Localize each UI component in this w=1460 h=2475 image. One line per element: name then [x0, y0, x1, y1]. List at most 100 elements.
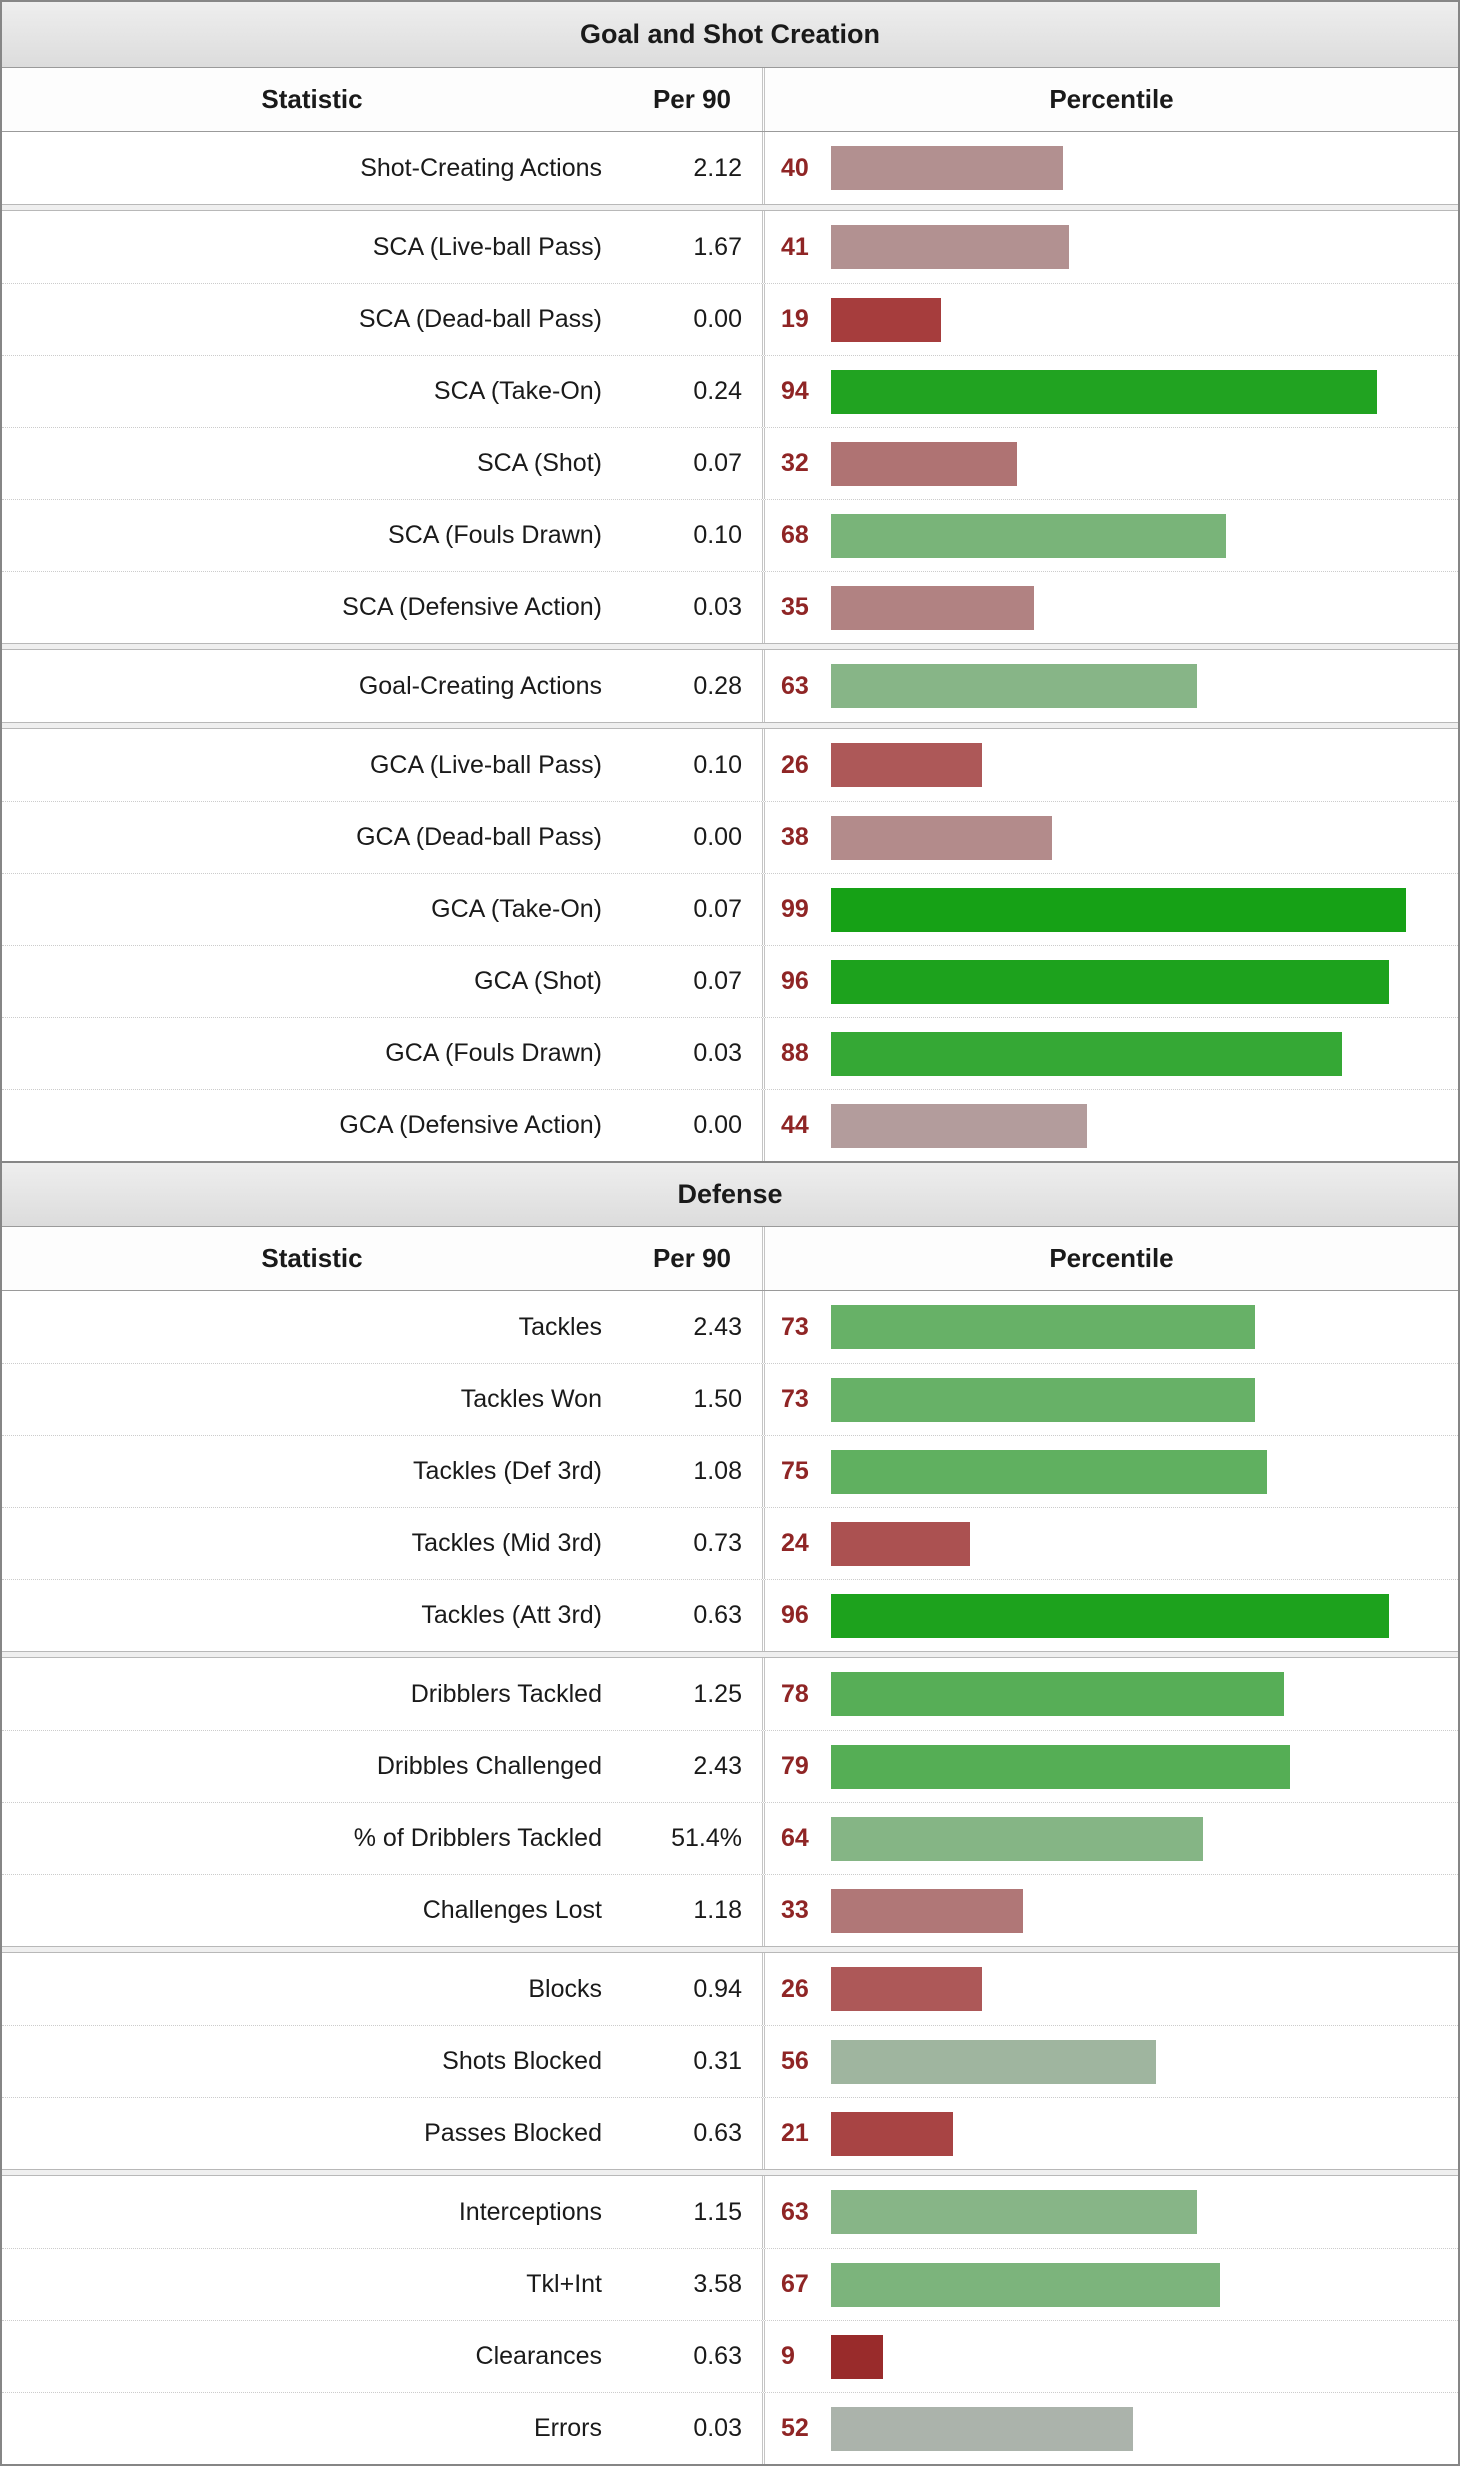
percentile-value: 64 [781, 1824, 809, 1852]
per90-value: 0.00 [693, 823, 742, 851]
table-row: Errors 0.03 52 [2, 2392, 1458, 2464]
stat-label: % of Dribblers Tackled [353, 1824, 602, 1852]
percentile-bar-track [831, 1744, 1412, 1789]
percentile-value: 26 [781, 750, 809, 779]
percentile-bar-track [831, 743, 1412, 787]
per90-value: 2.12 [693, 153, 742, 182]
percentile-bar-track [831, 2262, 1412, 2307]
percentile-value: 99 [781, 895, 809, 923]
per90-value: 0.31 [693, 2047, 742, 2075]
table-row: GCA (Dead-ball Pass) 0.00 38 [2, 801, 1458, 873]
percentile-bar-track [831, 1888, 1412, 1933]
per90-value: 1.08 [693, 1457, 742, 1485]
section-defense: Defense Statistic Per 90 Percentile Tack… [2, 1161, 1458, 2464]
percentile-value: 88 [781, 1039, 809, 1067]
percentile-bar-fill [831, 1521, 971, 1566]
percentile-value: 26 [781, 1974, 809, 2003]
percentile-bar-track [831, 585, 1412, 630]
percentile-bar-fill [831, 887, 1407, 932]
group-separator [2, 1651, 1458, 1658]
table-header: Statistic Per 90 Percentile [2, 68, 1458, 132]
table-row: % of Dribblers Tackled 51.4% 64 [2, 1802, 1458, 1874]
per90-value: 2.43 [693, 1312, 742, 1341]
percentile-value: 63 [781, 671, 809, 700]
percentile-bar-fill [831, 1449, 1267, 1494]
percentile-value: 96 [781, 1601, 809, 1629]
percentile-bar-fill [831, 664, 1198, 708]
stat-label: Clearances [475, 2342, 602, 2370]
percentile-value: 9 [781, 2342, 795, 2370]
stat-label: GCA (Fouls Drawn) [385, 1039, 602, 1067]
per90-value: 0.63 [693, 2342, 742, 2370]
table-row: Dribbles Challenged 2.43 79 [2, 1730, 1458, 1802]
stat-label: GCA (Live-ball Pass) [369, 750, 602, 779]
percentile-bar-track [831, 1449, 1412, 1494]
table-row: SCA (Live-ball Pass) 1.67 41 [2, 211, 1458, 283]
percentile-bar-fill [831, 225, 1070, 269]
percentile-value: 38 [781, 823, 809, 851]
per90-value: 0.73 [693, 1529, 742, 1557]
stat-label: SCA (Fouls Drawn) [388, 521, 602, 549]
percentile-value: 24 [781, 1529, 809, 1557]
stat-label: SCA (Live-ball Pass) [372, 232, 602, 261]
percentile-bar-fill [831, 815, 1052, 860]
percentile-bar-fill [831, 2039, 1157, 2084]
percentile-bar-fill [831, 297, 942, 342]
per90-value: 1.25 [693, 1679, 742, 1708]
table-row: Shots Blocked 0.31 56 [2, 2025, 1458, 2097]
table-body: Tackles 2.43 73 Tackles Won 1.50 73 Tack… [2, 1291, 1458, 2464]
stat-label: Errors [533, 2414, 602, 2442]
table-row: Tackles (Mid 3rd) 0.73 24 [2, 1507, 1458, 1579]
table-row: SCA (Defensive Action) 0.03 35 [2, 571, 1458, 643]
stat-label: Shot-Creating Actions [360, 153, 602, 182]
per90-value: 3.58 [693, 2270, 742, 2298]
percentile-bar-track [831, 1103, 1412, 1148]
table-row: GCA (Fouls Drawn) 0.03 88 [2, 1017, 1458, 1089]
group-separator [2, 204, 1458, 211]
percentile-bar-track [831, 1967, 1412, 2011]
stat-label: Interceptions [458, 2197, 602, 2226]
percentile-bar-track [831, 2334, 1412, 2379]
table-row: Dribblers Tackled 1.25 78 [2, 1658, 1458, 1730]
per90-value: 0.10 [693, 750, 742, 779]
group-separator [2, 722, 1458, 729]
per90-value: 0.07 [693, 449, 742, 477]
column-header-statistic: Statistic [261, 1243, 363, 1273]
stat-label: Dribblers Tackled [410, 1679, 602, 1708]
percentile-bar-track [831, 513, 1412, 558]
table-row: GCA (Take-On) 0.07 99 [2, 873, 1458, 945]
percentile-bar-fill [831, 1744, 1290, 1789]
percentile-bar-fill [831, 2334, 884, 2379]
per90-value: 0.00 [693, 305, 742, 333]
stat-label: SCA (Dead-ball Pass) [358, 305, 602, 333]
percentile-value: 44 [781, 1111, 809, 1139]
stat-label: Shots Blocked [442, 2047, 602, 2075]
table-row: GCA (Live-ball Pass) 0.10 26 [2, 729, 1458, 801]
column-header-percentile: Percentile [762, 68, 1458, 131]
percentile-bar-track [831, 2039, 1412, 2084]
per90-value: 1.18 [693, 1896, 742, 1924]
table-row: Tkl+Int 3.58 67 [2, 2248, 1458, 2320]
section-title: Defense [2, 1161, 1458, 1227]
per90-value: 0.00 [693, 1111, 742, 1139]
percentile-bar-fill [831, 1103, 1087, 1148]
group-separator [2, 643, 1458, 650]
percentile-bar-track [831, 2111, 1412, 2156]
stat-label: SCA (Defensive Action) [342, 593, 602, 621]
table-body: Shot-Creating Actions 2.12 40 SCA (Live-… [2, 132, 1458, 1161]
percentile-value: 73 [781, 1312, 809, 1341]
stat-label: GCA (Defensive Action) [339, 1111, 602, 1139]
table-row: Challenges Lost 1.18 33 [2, 1874, 1458, 1946]
per90-value: 0.07 [693, 967, 742, 995]
percentile-value: 21 [781, 2119, 809, 2147]
per90-value: 0.94 [693, 1974, 742, 2003]
per90-value: 0.10 [693, 521, 742, 549]
percentile-value: 33 [781, 1896, 809, 1924]
stat-label: Blocks [528, 1974, 602, 2003]
percentile-bar-fill [831, 1377, 1256, 1422]
percentile-bar-track [831, 1521, 1412, 1566]
percentile-bar-fill [831, 959, 1389, 1004]
table-row: Blocks 0.94 26 [2, 1953, 1458, 2025]
stat-label: Tackles (Att 3rd) [421, 1601, 602, 1629]
stat-label: Tackles [518, 1312, 602, 1341]
